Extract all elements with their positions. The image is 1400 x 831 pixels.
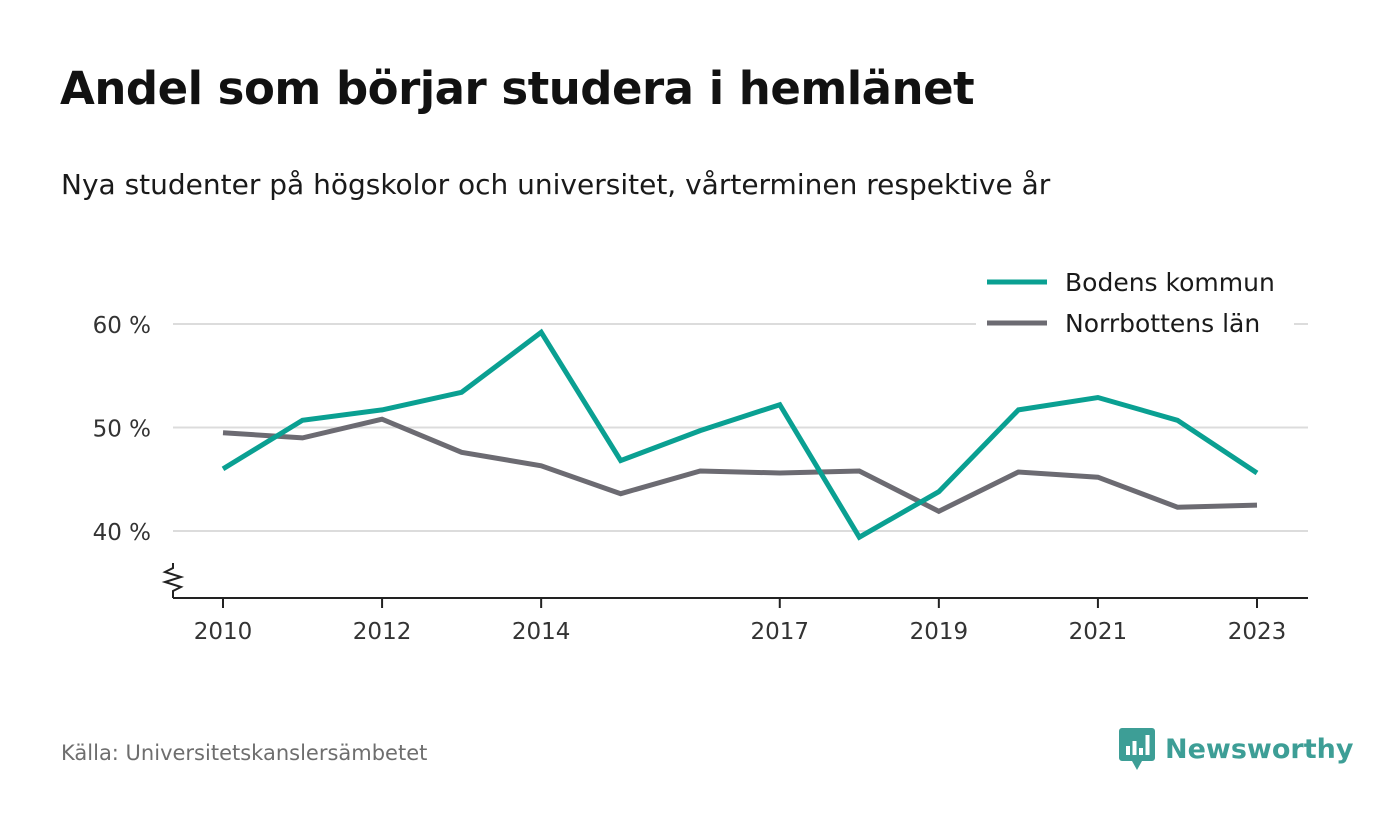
y-tick-label: 40 % xyxy=(93,520,151,546)
series-lines xyxy=(221,328,1259,541)
y-tick-label: 50 % xyxy=(93,417,151,443)
x-tick-label: 2023 xyxy=(1228,619,1287,645)
legend-background xyxy=(976,301,1294,339)
x-tick-label: 2019 xyxy=(910,619,969,645)
chart-title: Andel som börjar studera i hemlänet xyxy=(60,62,975,115)
y-axis-break-icon xyxy=(161,563,185,598)
x-tick-label: 2021 xyxy=(1069,619,1128,645)
chart-subtitle: Nya studenter på högskolor och universit… xyxy=(61,168,1051,201)
legend: Bodens kommun Norrbottens län xyxy=(976,260,1294,339)
x-axis xyxy=(161,563,1308,608)
series-line-0 xyxy=(221,328,1259,541)
line-chart: 40 % 50 % 60 % 2010 2012 2014 2017 2019 2021 202… xyxy=(92,260,1308,645)
brand-name: Newsworthy xyxy=(1165,733,1354,765)
x-tick-label: 2010 xyxy=(194,619,253,645)
x-tick-label: 2012 xyxy=(353,619,412,645)
source-note: Källa: Universitetskanslersämbetet xyxy=(61,741,428,765)
brand-logo: Newsworthy xyxy=(1119,726,1353,772)
x-tick-label: 2014 xyxy=(512,619,571,645)
series-line-1 xyxy=(222,416,1258,515)
legend-label: Norrbottens län xyxy=(1065,309,1260,338)
legend-background xyxy=(976,260,1294,298)
newsworthy-logo-icon xyxy=(1119,728,1155,770)
x-tick-label: 2017 xyxy=(750,619,809,645)
y-tick-label: 60 % xyxy=(93,313,151,339)
legend-label: Bodens kommun xyxy=(1065,268,1275,297)
x-axis-tick-labels: 2010 2012 2014 2017 2019 2021 2023 xyxy=(194,619,1287,645)
y-axis-tick-labels: 40 % 50 % 60 % xyxy=(93,313,151,546)
